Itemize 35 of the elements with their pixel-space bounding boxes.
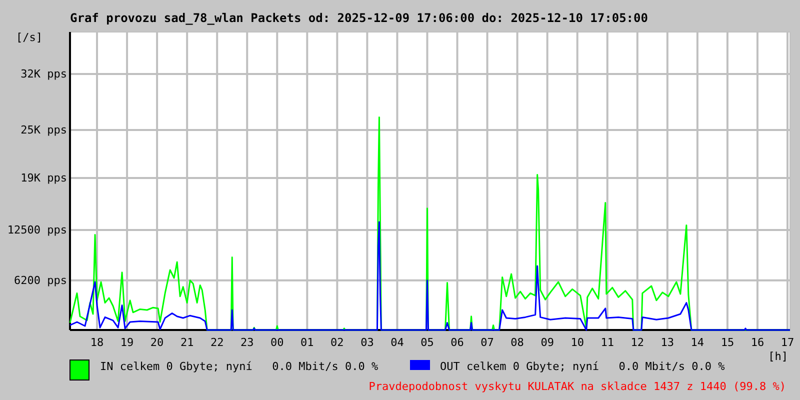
x-tick-label: 17	[780, 336, 794, 349]
y-tick-label: 6200 pps	[14, 274, 67, 287]
x-tick-label: 18	[90, 336, 104, 349]
x-tick-label: 19	[120, 336, 134, 349]
text: Pravdepodobnost vyskytu KULATAK na skladce 1437 z 1440 (99.8 %)	[368, 380, 786, 393]
chart-title: Graf provozu sad_78_wlan Packets od: 2025-12-09 17:06:00 do: 2025-12-10 17:05:00	[70, 11, 648, 25]
x-tick-label: 09	[540, 336, 554, 349]
x-tick-label: 00	[270, 336, 284, 349]
y-axis-title: [/s]	[16, 31, 42, 44]
x-tick-label: 23	[240, 336, 254, 349]
x-tick-label: 05	[420, 336, 434, 349]
x-axis-title: [h]	[768, 350, 788, 363]
legend-label: OUT celkem 0 Gbyte; nyní 0.0 Mbit/s 0.0 %	[440, 360, 726, 373]
x-tick-label: 12	[630, 336, 644, 349]
x-tick-label: 04	[390, 336, 404, 349]
x-tick-label: 08	[510, 336, 524, 349]
x-tick-label: 14	[690, 336, 704, 349]
x-tick-label: 16	[750, 336, 764, 349]
x-tick-label: 01	[300, 336, 314, 349]
x-tick-label: 11	[600, 336, 614, 349]
x-tick-label: 21	[180, 336, 194, 349]
x-tick-label: 02	[330, 336, 344, 349]
x-tick-label: 07	[480, 336, 494, 349]
x-tick-label: 03	[360, 336, 374, 349]
x-tick-label: 22	[210, 336, 224, 349]
x-tick-label: 10	[570, 336, 584, 349]
y-tick-label: 25K pps	[20, 124, 67, 137]
y-tick-label: 19K pps	[20, 172, 67, 185]
x-tick-label: 15	[720, 336, 734, 349]
y-tick-label: 12500 pps	[7, 224, 67, 237]
x-tick-label: 13	[660, 336, 674, 349]
y-tick-label: 32K pps	[20, 68, 67, 81]
x-tick-label: 06	[450, 336, 464, 349]
x-tick-label: 20	[150, 336, 164, 349]
legend-label: IN celkem 0 Gbyte; nyní 0.0 Mbit/s 0.0 %	[100, 360, 379, 373]
